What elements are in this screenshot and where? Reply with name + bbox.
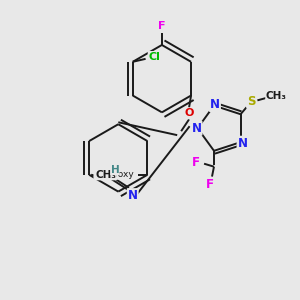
Text: S: S (247, 95, 256, 108)
Text: N: N (192, 122, 202, 135)
Text: O: O (184, 108, 194, 118)
Text: N: N (238, 137, 248, 150)
Text: N: N (128, 189, 138, 202)
Text: Cl: Cl (148, 52, 160, 62)
Text: N: N (210, 98, 220, 111)
Text: O: O (125, 170, 134, 180)
Text: H: H (110, 165, 119, 175)
Text: F: F (206, 178, 214, 191)
Text: F: F (158, 21, 166, 31)
Text: F: F (192, 156, 200, 169)
Text: CH₃: CH₃ (95, 170, 116, 180)
Text: methoxy: methoxy (94, 170, 134, 179)
Text: CH₃: CH₃ (266, 92, 287, 101)
